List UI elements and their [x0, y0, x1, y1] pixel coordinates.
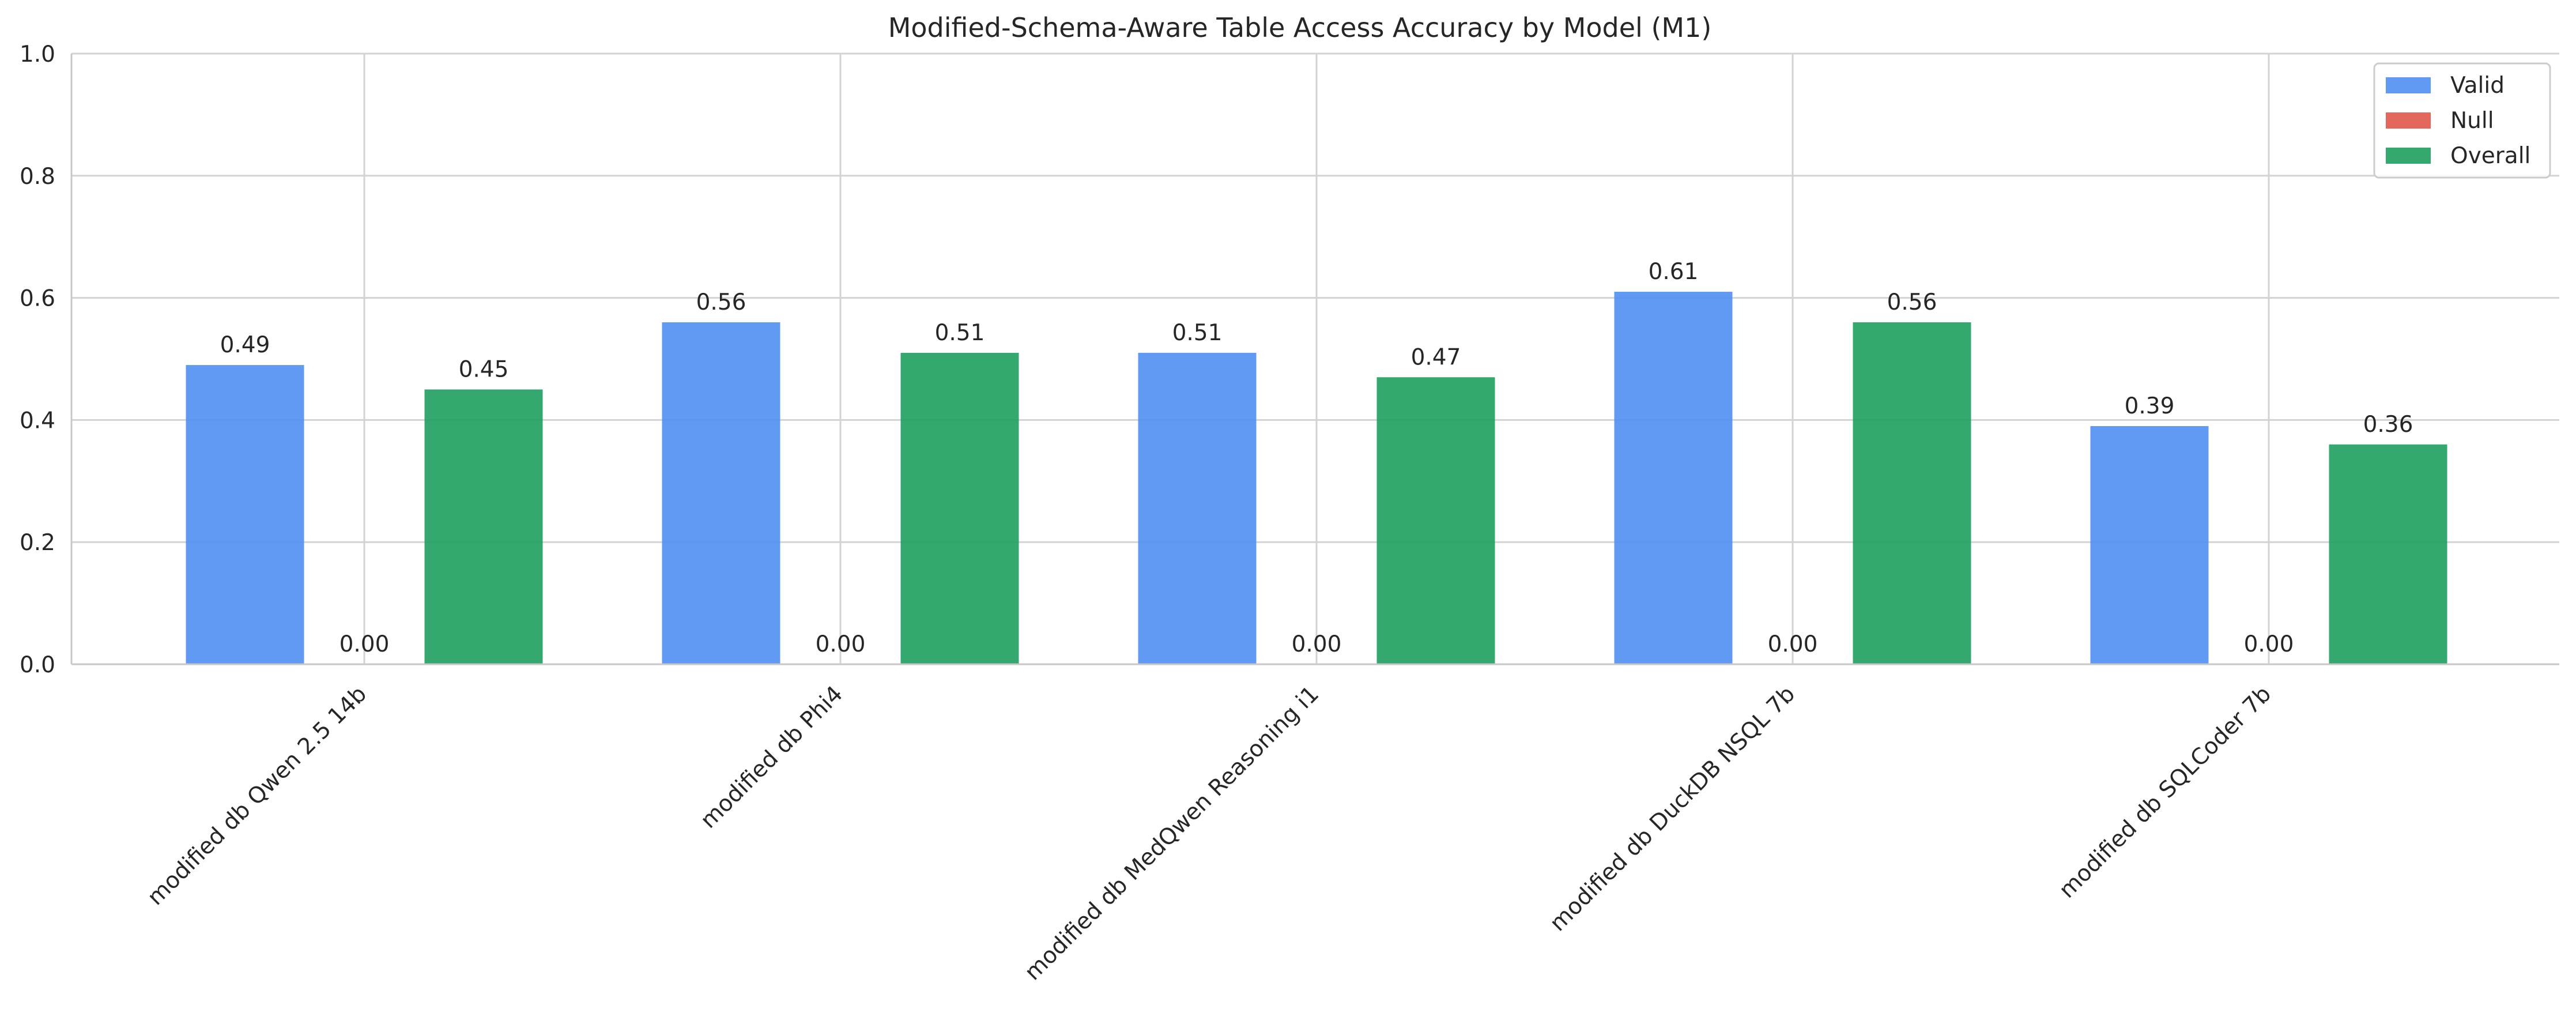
y-tick-label: 0.6	[20, 286, 55, 312]
x-tick-label: modified db Phi4	[696, 681, 848, 833]
data-label: 0.61	[1649, 259, 1699, 285]
y-tick-label: 0.0	[20, 652, 55, 678]
x-tick-label: modified db SQLCoder 7b	[2054, 681, 2276, 903]
data-label: 0.47	[1411, 344, 1461, 370]
data-label: 0.00	[1292, 631, 1342, 657]
x-tick-label: modified db MedQwen Reasoning i1	[1020, 681, 1324, 985]
bar-valid	[1614, 292, 1733, 664]
data-label: 0.00	[1768, 631, 1818, 657]
data-label: 0.39	[2125, 393, 2175, 419]
x-tick-label: modified db Qwen 2.5 14b	[142, 681, 372, 910]
legend: Valid Null Overall	[2373, 62, 2551, 179]
data-label: 0.51	[1172, 320, 1223, 346]
data-label: 0.56	[696, 289, 746, 315]
bar-overall	[2329, 444, 2447, 664]
bar-valid	[1138, 352, 1257, 664]
data-label: 0.49	[220, 332, 270, 358]
chart-title: Modified-Schema-Aware Table Access Accur…	[888, 12, 1712, 43]
data-label: 0.51	[935, 320, 985, 346]
legend-swatch-overall	[2386, 148, 2431, 164]
legend-swatch-valid	[2386, 77, 2431, 93]
bar-valid	[662, 322, 780, 664]
data-label: 0.36	[2363, 412, 2413, 438]
bar-overall	[900, 352, 1019, 664]
y-tick-label: 0.8	[20, 164, 55, 190]
y-tick-label: 1.0	[20, 42, 55, 67]
bar-overall	[1376, 377, 1495, 664]
y-tick-label: 0.4	[20, 408, 55, 434]
bar-valid	[2090, 426, 2209, 664]
x-tick-label: modified db DuckDB NSQL 7b	[1545, 681, 1800, 936]
data-label: 0.00	[340, 631, 390, 657]
y-tick-label: 0.2	[20, 530, 55, 556]
data-label: 0.00	[816, 631, 866, 657]
bar-valid	[186, 365, 304, 664]
data-label: 0.00	[2244, 631, 2294, 657]
legend-label-overall: Overall	[2450, 143, 2530, 169]
legend-swatch-null	[2386, 112, 2431, 129]
bar-overall	[424, 389, 543, 664]
axes	[70, 54, 2559, 665]
data-labels: 0.49 0.56 0.51 0.61 0.39 0.00 0.00 0.00 0.00 0.00…	[220, 259, 2413, 657]
legend-label-null: Null	[2450, 108, 2494, 134]
legend-label-valid: Valid	[2450, 73, 2505, 99]
data-label: 0.56	[1887, 289, 1937, 315]
bars	[186, 292, 2447, 664]
bar-overall	[1853, 322, 1971, 664]
data-label: 0.45	[459, 356, 509, 382]
